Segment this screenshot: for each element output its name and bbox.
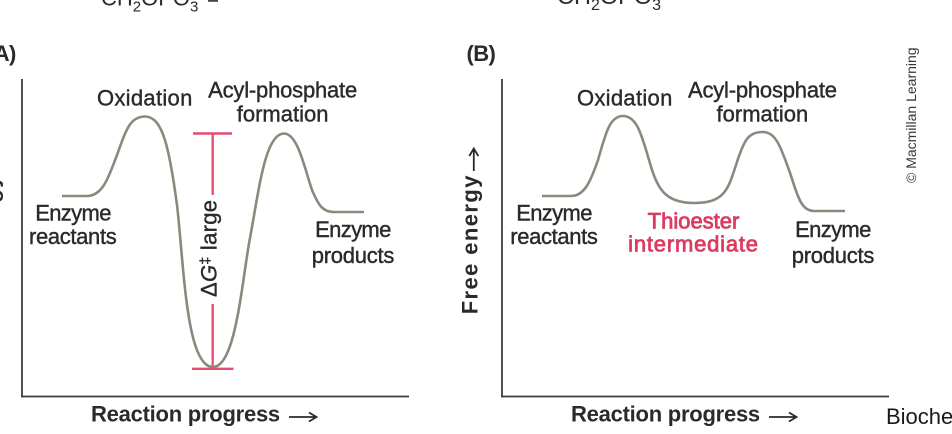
svg-text:Enzyme: Enzyme [516, 201, 592, 226]
svg-text:© Macmillan Learning: © Macmillan Learning [903, 47, 919, 183]
svg-text:Free energy: Free energy [458, 174, 483, 314]
svg-text:intermediate: intermediate [628, 232, 759, 257]
svg-text:Enzyme: Enzyme [795, 217, 871, 242]
svg-text:Enzyme: Enzyme [35, 201, 111, 226]
svg-text:Acyl-phosphate: Acyl-phosphate [208, 78, 357, 103]
svg-text:(A): (A) [0, 41, 16, 66]
svg-text:products: products [312, 243, 395, 268]
svg-text:reactants: reactants [29, 224, 117, 249]
svg-text:products: products [792, 243, 875, 268]
svg-text:Thioester: Thioester [648, 209, 740, 234]
svg-text:Reaction progress: Reaction progress [91, 401, 280, 426]
svg-text:Bioche: Bioche [886, 404, 952, 429]
svg-text:Enzyme: Enzyme [315, 217, 391, 242]
svg-text:reactants: reactants [510, 224, 598, 249]
svg-text:Oxidation: Oxidation [97, 86, 193, 111]
svg-text:Acyl-phosphate: Acyl-phosphate [688, 78, 837, 103]
svg-text:ΔG‡ large: ΔG‡ large [197, 200, 222, 297]
svg-text:Free energy: Free energy [0, 174, 4, 314]
svg-text:CH2OPO3: CH2OPO3 [101, 0, 198, 16]
svg-text:Oxidation: Oxidation [577, 86, 673, 111]
svg-text:formation: formation [717, 102, 809, 127]
svg-text:Reaction progress: Reaction progress [571, 401, 760, 426]
svg-text:(B): (B) [467, 41, 496, 66]
svg-text:CH2OPO3: CH2OPO3 [557, 0, 661, 14]
svg-text:formation: formation [237, 102, 329, 127]
